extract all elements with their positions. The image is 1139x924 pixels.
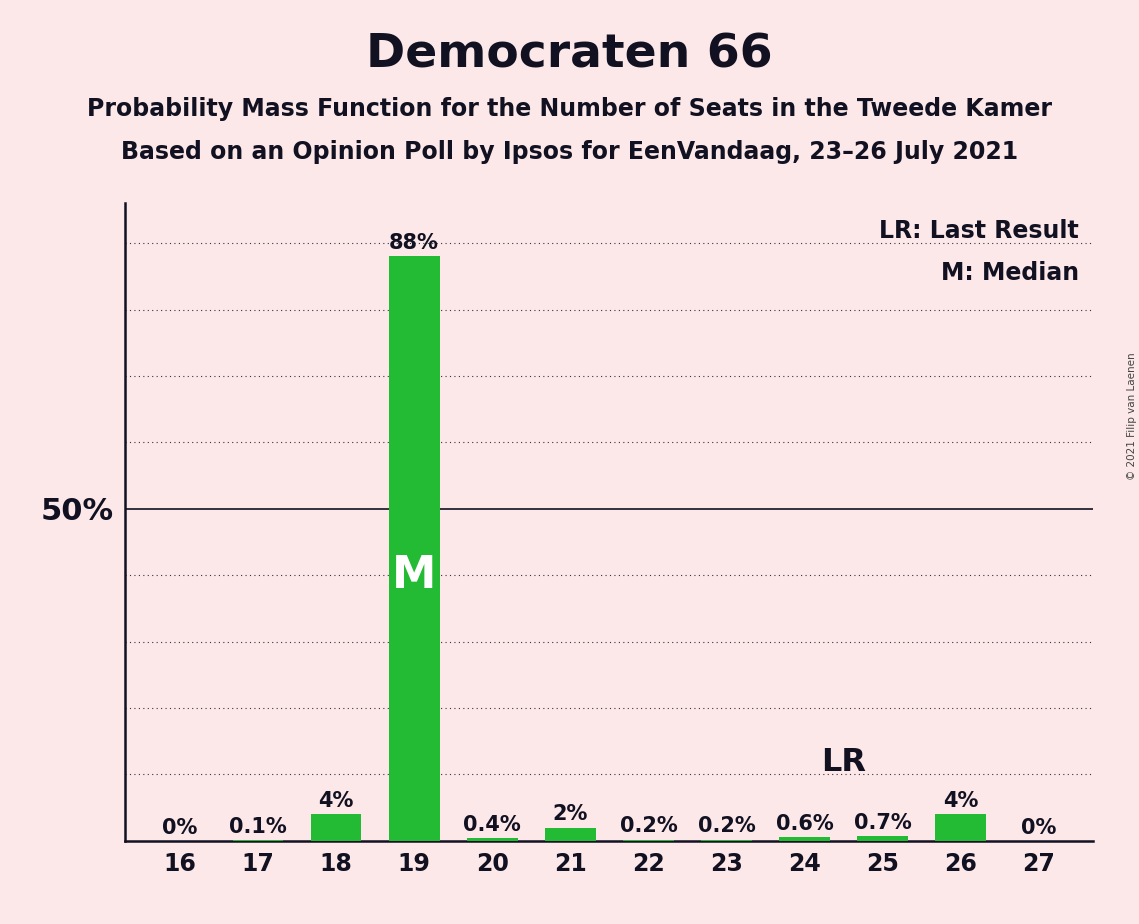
Text: 0.2%: 0.2%: [620, 816, 678, 836]
Text: LR: LR: [821, 747, 866, 778]
Text: 4%: 4%: [319, 791, 354, 811]
Text: © 2021 Filip van Laenen: © 2021 Filip van Laenen: [1126, 352, 1137, 480]
Text: Based on an Opinion Poll by Ipsos for EenVandaag, 23–26 July 2021: Based on an Opinion Poll by Ipsos for Ee…: [121, 140, 1018, 164]
Bar: [702, 840, 752, 841]
Text: 0.7%: 0.7%: [854, 813, 911, 833]
Text: 0.1%: 0.1%: [229, 817, 287, 837]
Text: 4%: 4%: [943, 791, 978, 811]
Bar: [623, 840, 674, 841]
Text: 0.4%: 0.4%: [464, 815, 522, 835]
Bar: [935, 814, 986, 841]
Bar: [388, 256, 440, 841]
Text: 0.2%: 0.2%: [697, 816, 755, 836]
Text: Probability Mass Function for the Number of Seats in the Tweede Kamer: Probability Mass Function for the Number…: [87, 97, 1052, 121]
Text: 88%: 88%: [390, 233, 440, 253]
Text: 2%: 2%: [552, 804, 588, 824]
Text: M: Median: M: Median: [941, 261, 1079, 285]
Bar: [858, 836, 908, 841]
Text: Democraten 66: Democraten 66: [366, 32, 773, 78]
Text: LR: Last Result: LR: Last Result: [879, 219, 1079, 243]
Bar: [467, 838, 517, 841]
Bar: [779, 837, 830, 841]
Text: 0%: 0%: [162, 818, 198, 837]
Text: 0.6%: 0.6%: [776, 813, 834, 833]
Bar: [544, 828, 596, 841]
Text: 0%: 0%: [1021, 818, 1057, 837]
Text: M: M: [392, 553, 436, 597]
Bar: [311, 814, 361, 841]
